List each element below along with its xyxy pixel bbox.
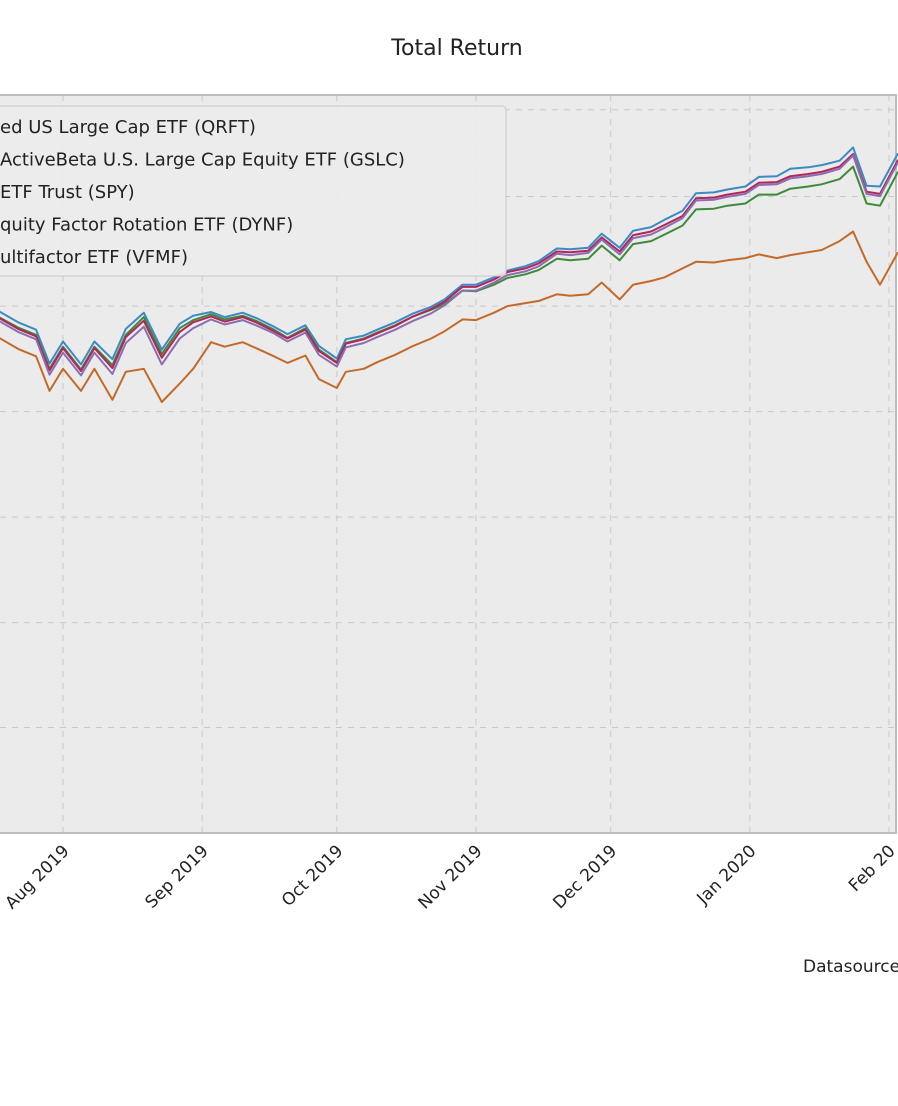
x-tick-label-0: Aug 2019 <box>1 841 73 913</box>
legend-entry-2: ETF Trust (SPY) <box>0 182 135 203</box>
legend-entry-4: ultifactor ETF (VFMF) <box>0 247 188 268</box>
x-tick-label-6: Feb 20 <box>845 841 898 896</box>
legend-entry-0: ed US Large Cap ETF (QRFT) <box>0 117 256 138</box>
x-axis-tick-labels: Aug 2019 Sep 2019 Oct 2019 Nov 2019 Dec 2019… <box>1 841 898 913</box>
series-line-3 <box>0 153 898 372</box>
x-tick-label-5: Jan 2020 <box>693 841 761 909</box>
x-tick-label-2: Oct 2019 <box>278 841 347 910</box>
series-line-1 <box>0 230 898 403</box>
series-line-0 <box>0 146 898 366</box>
chart-title: Total Return <box>390 36 522 61</box>
x-tick-label-4: Dec 2019 <box>549 841 621 913</box>
series-line-4 <box>0 154 898 377</box>
x-tick-label-1: Sep 2019 <box>141 841 212 912</box>
x-tick-label-3: Nov 2019 <box>415 841 487 913</box>
legend-box <box>0 105 507 277</box>
series-lines <box>0 146 898 403</box>
legend-entry-3: quity Factor Rotation ETF (DYNF) <box>0 215 293 236</box>
legend-entry-1: ActiveBeta U.S. Large Cap Equity ETF (GS… <box>0 150 405 171</box>
legend: ed US Large Cap ETF (QRFT) ActiveBeta U.S… <box>0 105 507 277</box>
source-note: Datasource <box>803 957 898 977</box>
